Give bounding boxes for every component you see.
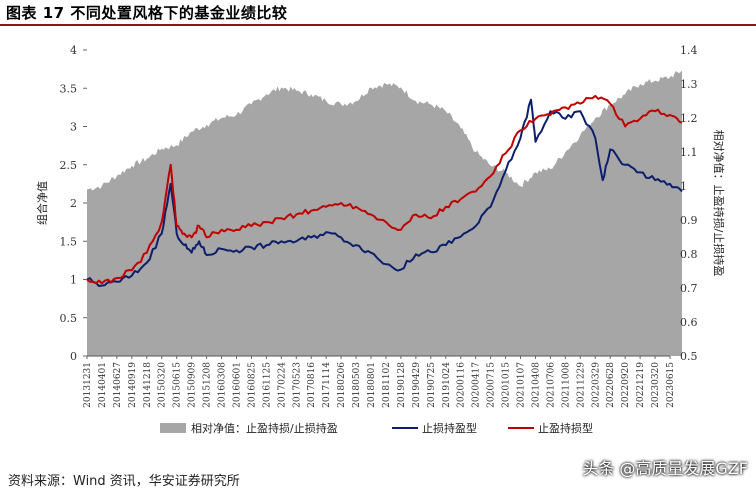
x-tick-label: 20200116	[457, 362, 467, 408]
series-area-relative-nav	[87, 70, 682, 357]
legend-label-red: 止盈持损型	[538, 421, 593, 435]
chart-canvas: 0 0.5 1 1.5 2 2.5 3 3.5 4 0.5 0.6 0.7 0.8 0.9 1 1.1 1.2 1…	[35, 44, 726, 435]
x-tick-label: 20210706	[546, 362, 556, 408]
y-tick-label: 2.5	[60, 159, 78, 172]
y2-tick-label: 0.6	[680, 316, 698, 329]
x-tick-label: 20200417	[472, 362, 482, 408]
x-tick-label: 20150909	[188, 362, 198, 408]
x-tick-label: 20230615	[666, 362, 676, 408]
legend-label-area: 相对净值：止盈持损/止损持盈	[191, 421, 338, 435]
x-tick-label: 20180801	[367, 362, 377, 408]
x-tick-label: 20170523	[292, 362, 302, 408]
y-tick-label: 3.5	[60, 82, 78, 95]
watermark: 头条 @高质量发展GZF	[582, 459, 748, 478]
source-note: 资料来源：Wind 资讯，华安证券研究所	[8, 474, 240, 489]
y2-tick-label: 1.4	[680, 44, 698, 57]
x-tick-label: 20190128	[397, 362, 407, 408]
x-tick-label: 20190725	[427, 362, 437, 408]
y-tick-label: 2	[70, 197, 77, 210]
y2-tick-label: 1.1	[680, 146, 698, 159]
y-tick-label: 4	[70, 44, 77, 57]
x-tick-label: 20181102	[382, 362, 392, 408]
relative-nav-area-layer	[87, 70, 682, 357]
x-tick-label: 20210408	[532, 362, 542, 408]
series-line-takeprofit	[86, 94, 683, 285]
x-tick-label: 20211008	[561, 362, 571, 408]
x-tick-label: 20211229	[576, 362, 586, 408]
x-tick-label: 20220628	[606, 362, 616, 408]
y2-axis-label: 相对净值：止盈持损/止损持盈	[712, 130, 726, 277]
y-tick-label: 1	[70, 274, 77, 287]
x-tick-label: 20140919	[128, 362, 138, 408]
x-tick-label: 20230320	[651, 362, 661, 408]
x-tick-label: 20141218	[143, 362, 153, 408]
x-tick-label: 20170816	[307, 362, 317, 408]
y-tick-label: 1.5	[60, 235, 78, 248]
x-tick-label: 20140627	[113, 362, 123, 408]
x-tick-label: 20170224	[277, 362, 287, 408]
title-divider	[0, 24, 756, 26]
y2-tick-label: 0.9	[680, 214, 698, 227]
x-tick-label: 20150615	[173, 362, 183, 408]
x-tick-label: 20131231	[83, 362, 93, 408]
y2-tick-label: 1.3	[680, 78, 698, 91]
y2-tick-label: 0.7	[680, 282, 698, 295]
x-tick-label: 20210107	[517, 362, 527, 408]
x-tick-label: 20191024	[442, 362, 452, 408]
x-tick-label: 20201015	[502, 362, 512, 408]
x-tick-label: 20171114	[322, 362, 332, 408]
y2-tick-label: 1.2	[680, 112, 698, 125]
x-tick-label: 20180503	[352, 362, 362, 408]
series-line-stoploss	[86, 98, 683, 287]
x-tick-label: 20161125	[262, 362, 272, 408]
legend-swatch-area	[160, 423, 186, 433]
x-tick-label: 20180206	[337, 362, 347, 408]
y-tick-label: 0.5	[60, 312, 78, 325]
x-tick-label: 20190429	[412, 362, 422, 408]
x-tick-label: 20140401	[98, 362, 108, 408]
y-tick-label: 0	[70, 350, 77, 363]
x-tick-label: 20200715	[487, 362, 497, 408]
legend-label-navy: 止损持盈型	[422, 421, 477, 435]
y-tick-label: 3	[70, 121, 77, 134]
chart-title: 图表 17 不同处置风格下的基金业绩比较	[6, 4, 288, 22]
y2-tick-label: 0.5	[680, 350, 698, 363]
legend: 相对净值：止盈持损/止损持盈 止损持盈型 止盈持损型	[160, 421, 593, 435]
x-tick-label: 20220920	[621, 362, 631, 408]
y2-tick-label: 1	[680, 180, 687, 193]
y2-tick-label: 0.8	[680, 248, 698, 261]
axes-layer: 0 0.5 1 1.5 2 2.5 3 3.5 4 0.5 0.6 0.7 0.8 0.9 1 1.1 1.2 1…	[35, 44, 726, 408]
x-tick-label: 20220329	[591, 362, 601, 408]
nav-lines-layer	[86, 94, 683, 287]
x-tick-label: 20150320	[158, 362, 168, 408]
x-tick-label: 20221219	[636, 362, 646, 408]
x-tick-label: 20151208	[203, 362, 213, 408]
x-tick-label: 20160825	[247, 362, 257, 408]
x-tick-label: 20160308	[218, 362, 228, 408]
x-tick-label: 20160601	[233, 362, 243, 408]
y-axis-label: 组合净值	[35, 181, 49, 225]
